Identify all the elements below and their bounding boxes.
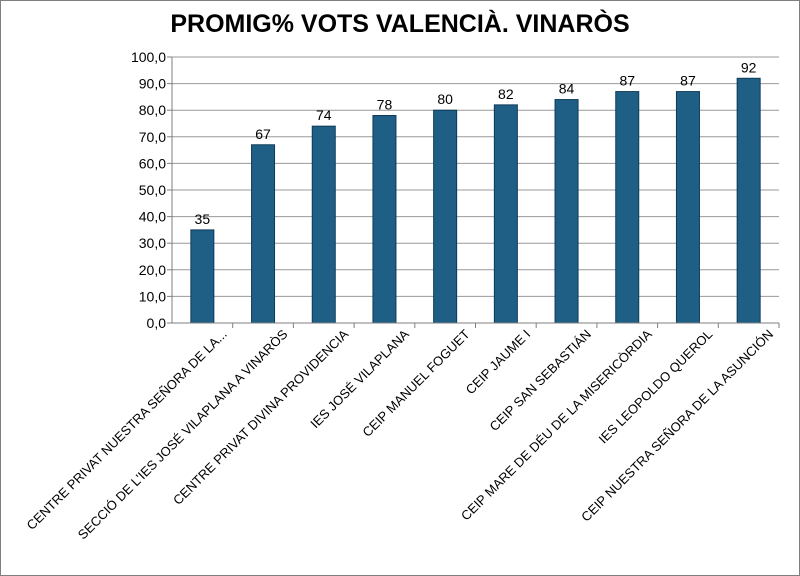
data-label: 78 — [377, 97, 393, 113]
labels: 0,0 10,0 20,0 30,0 40,0 50,0 60,0 70,0 80,0 90,0 1… — [24, 49, 777, 542]
x-tick-label: CENTRE PRIVAT NUESTRA SEÑORA DE LA... — [24, 327, 230, 533]
bar — [493, 104, 518, 324]
axes — [167, 56, 780, 328]
x-tick-label: CEIP SAN SEBASTIÁN — [487, 327, 595, 435]
y-tick-label: 10,0 — [139, 288, 166, 304]
bars — [190, 77, 761, 324]
x-tick-label: IES JOSÉ VILAPLANA — [307, 326, 412, 431]
data-label: 82 — [498, 86, 514, 102]
y-tick-label: 90,0 — [139, 76, 166, 92]
data-label: 87 — [680, 73, 696, 89]
data-label: 87 — [619, 73, 635, 89]
x-tick-label: SECCIÓ DE L'IES JOSÉ VILAPLANA A VINARÒS — [75, 326, 291, 542]
data-label: 67 — [255, 126, 271, 142]
bar — [372, 115, 397, 324]
data-label: 84 — [559, 81, 575, 97]
bar — [433, 109, 458, 324]
chart-title: PROMIG% VOTS VALENCIÀ. VINARÒS — [170, 10, 630, 38]
y-tick-label: 80,0 — [139, 102, 166, 118]
bar — [736, 77, 761, 324]
y-tick-label: 30,0 — [139, 235, 166, 251]
bar — [311, 125, 336, 324]
bar — [615, 91, 640, 324]
bar — [190, 229, 215, 324]
data-label: 80 — [437, 91, 453, 107]
y-tick-label: 100,0 — [131, 49, 166, 65]
y-tick-label: 60,0 — [139, 155, 166, 171]
bar — [251, 144, 276, 324]
data-label: 35 — [195, 211, 211, 227]
y-tick-label: 0,0 — [147, 315, 167, 331]
y-tick-label: 20,0 — [139, 262, 166, 278]
bar — [554, 99, 579, 324]
y-tick-label: 70,0 — [139, 129, 166, 145]
data-label: 92 — [741, 59, 757, 75]
x-tick-label: CEIP MANUEL FOGUET — [359, 326, 472, 439]
y-tick-label: 40,0 — [139, 209, 166, 225]
x-tick-label: IES LEOPOLDO QUEROL — [595, 327, 715, 447]
bar — [675, 91, 700, 324]
y-tick-label: 50,0 — [139, 182, 166, 198]
data-label: 74 — [316, 107, 332, 123]
